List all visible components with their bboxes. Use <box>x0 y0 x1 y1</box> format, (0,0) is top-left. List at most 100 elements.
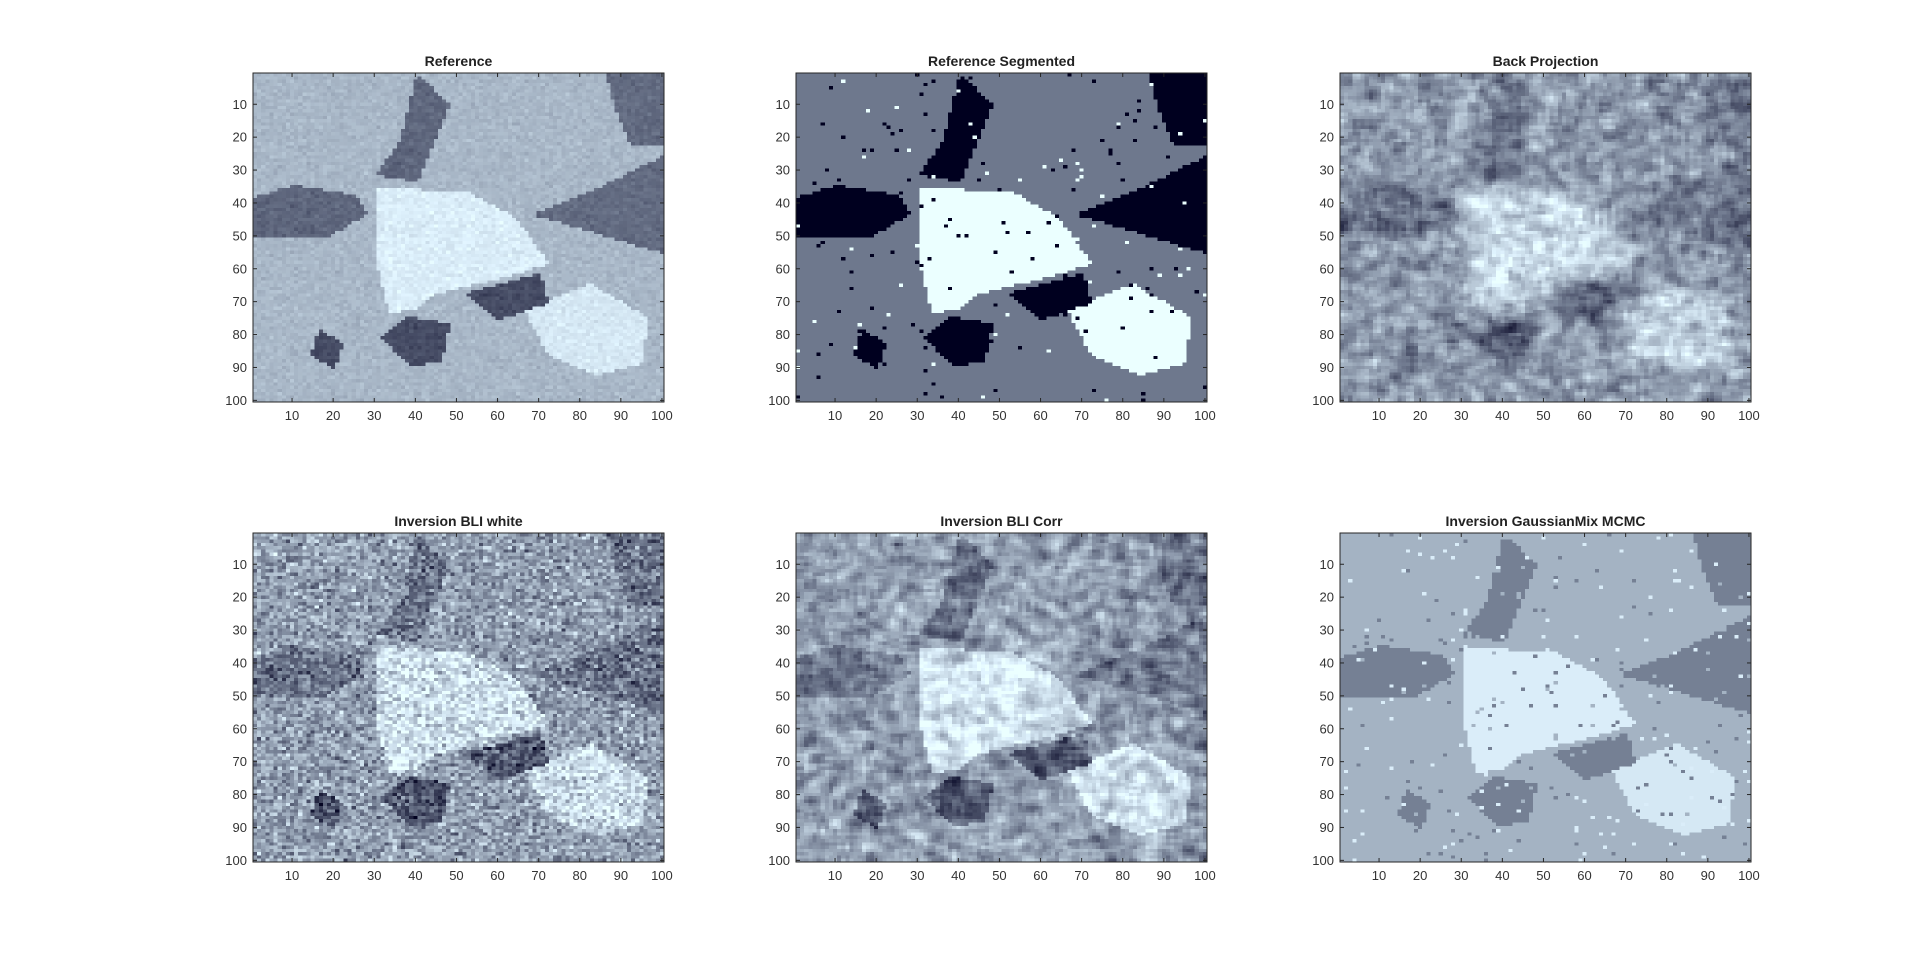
x-tick-label: 30 <box>1454 408 1468 423</box>
y-tick-label: 70 <box>233 754 247 769</box>
x-tick-label: 40 <box>1495 868 1509 883</box>
x-tick-label: 100 <box>1194 408 1216 423</box>
y-tick-label: 100 <box>225 853 247 868</box>
heatmap-image <box>796 533 1207 862</box>
x-tick-label: 20 <box>1413 408 1427 423</box>
y-tick-label: 30 <box>1320 623 1334 638</box>
y-tick-label: 80 <box>233 787 247 802</box>
x-tick-label: 20 <box>326 408 340 423</box>
x-tick-label: 30 <box>910 868 924 883</box>
x-tick-label: 100 <box>651 408 673 423</box>
y-tick-label: 80 <box>776 327 790 342</box>
panel-5: Inversion BLI Corr 10 20 30 40 50 60 70 80 90 100 1… <box>768 513 1215 883</box>
x-tick-label: 50 <box>992 408 1006 423</box>
y-tick-label: 70 <box>1320 754 1334 769</box>
x-tick-label: 20 <box>869 408 883 423</box>
y-tick-label: 40 <box>233 655 247 670</box>
x-tick-label: 90 <box>1157 868 1171 883</box>
y-tick-label: 40 <box>1320 655 1334 670</box>
y-tick-label: 90 <box>1320 820 1334 835</box>
y-tick-label: 60 <box>1320 261 1334 276</box>
x-tick-label: 70 <box>531 408 545 423</box>
x-tick-label: 10 <box>1372 868 1386 883</box>
panel-title: Reference <box>425 53 493 69</box>
x-tick-label: 60 <box>490 868 504 883</box>
x-tick-label: 70 <box>531 868 545 883</box>
y-tick-label: 10 <box>776 97 790 112</box>
y-tick-label: 100 <box>768 853 790 868</box>
y-tick-label: 80 <box>1320 327 1334 342</box>
y-tick-label: 90 <box>233 360 247 375</box>
y-tick-label: 30 <box>776 163 790 178</box>
y-tick-label: 40 <box>1320 195 1334 210</box>
panel-title: Inversion BLI Corr <box>940 513 1063 529</box>
y-tick-label: 40 <box>776 195 790 210</box>
y-tick-label: 30 <box>233 163 247 178</box>
y-tick-label: 50 <box>233 228 247 243</box>
y-tick-label: 20 <box>776 590 790 605</box>
y-tick-label: 60 <box>1320 721 1334 736</box>
x-tick-label: 70 <box>1074 408 1088 423</box>
heatmap-image <box>1340 533 1751 862</box>
x-tick-label: 40 <box>951 408 965 423</box>
x-tick-label: 50 <box>992 868 1006 883</box>
x-tick-label: 70 <box>1618 868 1632 883</box>
heatmap-image <box>1340 73 1751 402</box>
y-tick-label: 50 <box>776 688 790 703</box>
y-tick-label: 10 <box>233 97 247 112</box>
x-tick-label: 40 <box>1495 408 1509 423</box>
x-tick-label: 60 <box>1577 408 1591 423</box>
x-tick-label: 80 <box>1660 408 1674 423</box>
x-tick-label: 100 <box>1194 868 1216 883</box>
y-tick-label: 20 <box>776 130 790 145</box>
y-tick-label: 100 <box>1312 393 1334 408</box>
panel-title: Inversion GaussianMix MCMC <box>1446 513 1646 529</box>
y-tick-label: 80 <box>1320 787 1334 802</box>
x-tick-label: 90 <box>1157 408 1171 423</box>
x-tick-label: 100 <box>1738 408 1760 423</box>
y-tick-label: 100 <box>1312 853 1334 868</box>
y-tick-label: 90 <box>1320 360 1334 375</box>
x-tick-label: 50 <box>1536 408 1550 423</box>
heatmap-image <box>253 533 664 862</box>
x-tick-label: 70 <box>1074 868 1088 883</box>
y-tick-label: 80 <box>776 787 790 802</box>
y-tick-label: 100 <box>225 393 247 408</box>
y-tick-label: 60 <box>776 261 790 276</box>
y-tick-label: 90 <box>776 360 790 375</box>
y-tick-label: 90 <box>233 820 247 835</box>
y-tick-label: 20 <box>1320 590 1334 605</box>
x-tick-label: 20 <box>1413 868 1427 883</box>
x-tick-label: 60 <box>1033 868 1047 883</box>
x-tick-label: 40 <box>951 868 965 883</box>
y-tick-label: 10 <box>776 557 790 572</box>
y-tick-label: 50 <box>233 688 247 703</box>
x-tick-label: 20 <box>869 868 883 883</box>
x-tick-label: 100 <box>651 868 673 883</box>
panel-title: Back Projection <box>1493 53 1599 69</box>
y-tick-label: 70 <box>233 294 247 309</box>
y-tick-label: 30 <box>776 623 790 638</box>
heatmap-image <box>796 73 1207 402</box>
x-tick-label: 30 <box>1454 868 1468 883</box>
x-tick-label: 80 <box>573 408 587 423</box>
x-tick-label: 20 <box>326 868 340 883</box>
y-tick-label: 20 <box>233 590 247 605</box>
y-tick-label: 50 <box>776 228 790 243</box>
x-tick-label: 10 <box>828 868 842 883</box>
y-tick-label: 20 <box>233 130 247 145</box>
x-tick-label: 80 <box>1116 868 1130 883</box>
x-tick-label: 60 <box>1577 868 1591 883</box>
panel-title: Reference Segmented <box>928 53 1075 69</box>
y-tick-label: 100 <box>768 393 790 408</box>
x-tick-label: 10 <box>828 408 842 423</box>
x-tick-label: 60 <box>1033 408 1047 423</box>
x-tick-label: 30 <box>367 408 381 423</box>
x-tick-label: 100 <box>1738 868 1760 883</box>
x-tick-label: 80 <box>573 868 587 883</box>
y-tick-label: 90 <box>776 820 790 835</box>
